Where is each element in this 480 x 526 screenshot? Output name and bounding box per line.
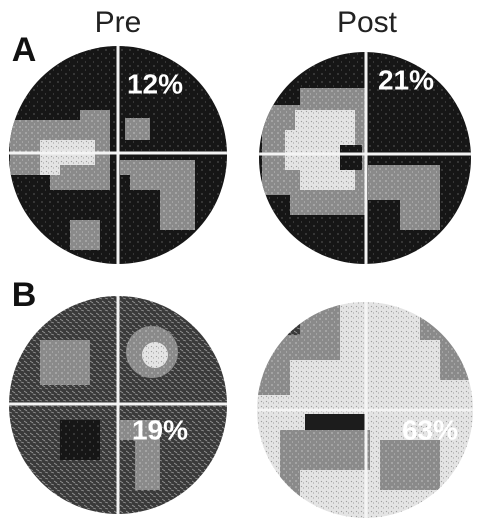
column-header: Pre bbox=[95, 6, 142, 39]
figure: Pre Post A B bbox=[0, 0, 480, 526]
column-header: Post bbox=[337, 6, 398, 39]
visual-field-plot bbox=[0, 40, 240, 270]
percent-label: 19% bbox=[132, 414, 188, 445]
visual-field-plot bbox=[250, 295, 480, 525]
percent-label: 12% bbox=[127, 68, 183, 99]
percent-label: 63% bbox=[402, 414, 458, 445]
visual-field-plot bbox=[0, 290, 240, 520]
panel-label: A bbox=[12, 31, 37, 69]
visual-field-plot bbox=[250, 45, 480, 270]
percent-label: 21% bbox=[378, 64, 434, 95]
panel-label: B bbox=[12, 276, 37, 314]
